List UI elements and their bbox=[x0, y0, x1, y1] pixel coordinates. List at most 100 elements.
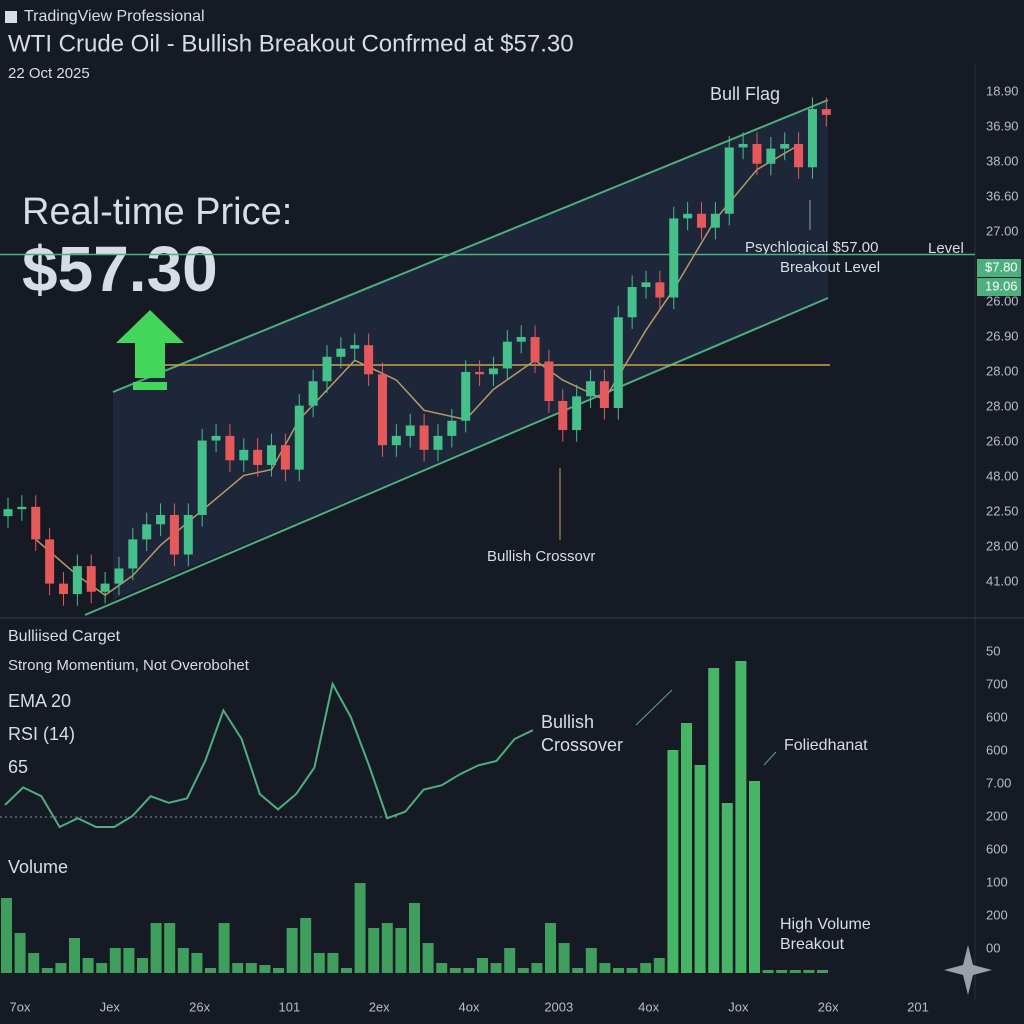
channel-top bbox=[112, 99, 829, 393]
price-axis-label: 26.90 bbox=[986, 328, 1019, 343]
candle-body bbox=[794, 143, 804, 168]
candle-body bbox=[821, 109, 831, 115]
annotation: Bullish bbox=[541, 712, 594, 732]
price-axis-label: 18.90 bbox=[986, 83, 1019, 98]
candle-body bbox=[669, 218, 679, 298]
volume-bar bbox=[762, 970, 774, 973]
time-label: 7ox bbox=[10, 999, 31, 1014]
volume-bar bbox=[545, 923, 556, 973]
annotation: Foliedhanat bbox=[784, 737, 868, 754]
annotation: Bull Flag bbox=[710, 84, 780, 104]
price-axis-label: 41.00 bbox=[986, 573, 1019, 588]
volume-bar bbox=[259, 965, 271, 973]
candle-body bbox=[697, 213, 706, 228]
volume-bar bbox=[585, 948, 597, 973]
price-axis-label: 36.60 bbox=[986, 188, 1019, 203]
volume-bar bbox=[164, 923, 176, 973]
candle-body bbox=[780, 143, 790, 149]
candle-body bbox=[86, 566, 96, 592]
lower-axis-label: 600 bbox=[986, 742, 1008, 757]
volume-bar bbox=[558, 943, 570, 973]
volume-bar bbox=[82, 958, 94, 973]
volume-bar bbox=[150, 923, 162, 973]
volume-bar bbox=[517, 968, 529, 973]
volume-bar bbox=[286, 928, 298, 973]
candle-body bbox=[197, 440, 207, 515]
candle-body bbox=[156, 514, 166, 525]
volume-bar bbox=[721, 803, 733, 973]
price-tag-label: 19.06 bbox=[985, 278, 1018, 293]
candle-body bbox=[100, 583, 110, 592]
volume-bar bbox=[490, 963, 502, 973]
price-axis-label: 28.00 bbox=[986, 538, 1019, 553]
lower-axis-label: 00 bbox=[986, 940, 1000, 955]
panel-label: Strong Momentium, Not Overobohet bbox=[8, 657, 250, 674]
candle-body bbox=[641, 282, 651, 288]
time-label: 26x bbox=[189, 999, 210, 1014]
volume-bar bbox=[368, 928, 380, 973]
candle-body bbox=[114, 568, 124, 584]
volume-bar bbox=[327, 953, 339, 973]
page-title: WTI Crude Oil - Bullish Breakout Confrme… bbox=[8, 30, 574, 57]
time-label: 26x bbox=[818, 999, 839, 1014]
price-tag bbox=[977, 278, 1021, 296]
volume-bar bbox=[69, 938, 80, 973]
date: 22 Oct 2025 bbox=[8, 65, 90, 82]
annotation: Level bbox=[928, 240, 964, 257]
annotation-arrow bbox=[635, 689, 673, 726]
volume-bar bbox=[504, 948, 516, 973]
candle-body bbox=[766, 148, 776, 164]
price-axis-label: 26.00 bbox=[986, 433, 1019, 448]
annotation: Breakout Level bbox=[780, 259, 880, 276]
time-label: 4ox bbox=[638, 999, 659, 1014]
lower-axis-label: 600 bbox=[986, 841, 1008, 856]
volume-bar bbox=[313, 953, 325, 973]
price-tag bbox=[977, 259, 1021, 277]
candle-body bbox=[45, 539, 55, 584]
volume-bar bbox=[1, 898, 12, 973]
candle-body bbox=[294, 405, 304, 470]
volume-bar bbox=[395, 928, 407, 973]
candle-body bbox=[586, 381, 596, 397]
candle-body bbox=[572, 396, 582, 431]
candle-body bbox=[488, 368, 498, 375]
volume-bar bbox=[123, 948, 135, 973]
volume-bar bbox=[477, 958, 488, 973]
volume-bar bbox=[191, 953, 203, 973]
candle-body bbox=[502, 341, 512, 369]
channel-bottom bbox=[84, 297, 829, 616]
candle-body bbox=[253, 449, 263, 465]
volume-bar bbox=[640, 963, 652, 973]
price-axis-label: 28.00 bbox=[986, 363, 1019, 378]
candle-body bbox=[807, 109, 817, 168]
candle-body bbox=[72, 566, 82, 595]
volume-bar bbox=[776, 970, 788, 973]
candle-body bbox=[433, 435, 443, 450]
candle-body bbox=[627, 287, 637, 318]
volume-bar bbox=[599, 963, 611, 973]
candle-body bbox=[683, 213, 693, 219]
price-axis-label: 22.50 bbox=[986, 503, 1019, 518]
lower-axis-label: 200 bbox=[986, 808, 1008, 823]
candle-body bbox=[655, 282, 665, 298]
candle-body bbox=[31, 506, 41, 540]
volume-bar bbox=[694, 765, 706, 973]
channel-fill bbox=[113, 100, 828, 600]
volume-bar bbox=[653, 958, 665, 973]
price-tag-label: $7.80 bbox=[985, 259, 1018, 274]
candle-body bbox=[391, 435, 401, 446]
volume-bar bbox=[626, 968, 638, 973]
candle-body bbox=[516, 337, 526, 342]
volume-bar bbox=[422, 943, 434, 973]
lower-axis-label: 7.00 bbox=[986, 775, 1011, 790]
app-name: TradingView Professional bbox=[24, 8, 205, 25]
price-caption: Real-time Price: bbox=[22, 191, 292, 233]
candle-body bbox=[225, 435, 235, 461]
up-arrow-icon bbox=[116, 310, 184, 378]
volume-bar bbox=[14, 933, 26, 973]
candle-body bbox=[17, 506, 27, 510]
candle-body bbox=[336, 348, 346, 357]
lower-axis-label: 100 bbox=[986, 874, 1008, 889]
